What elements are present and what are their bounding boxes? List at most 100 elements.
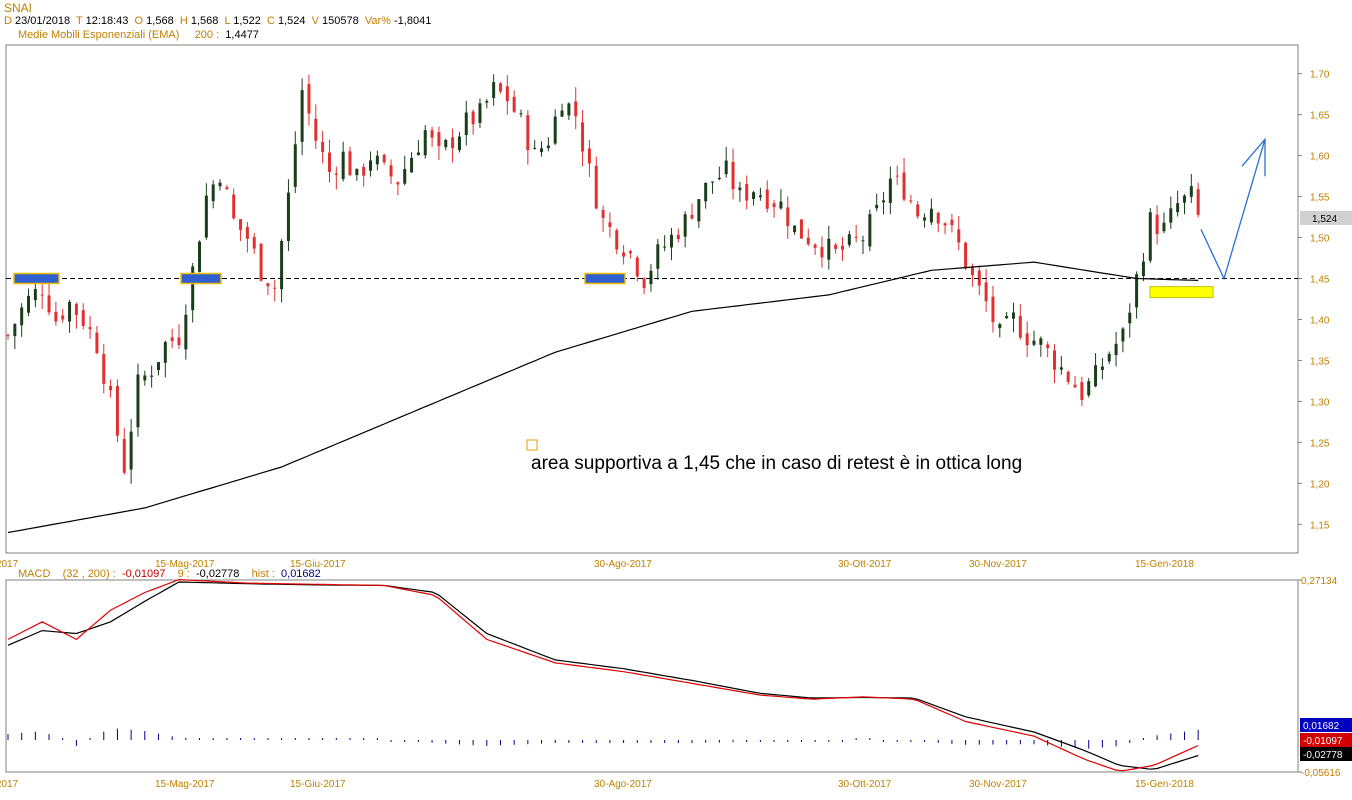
macd-value-badge <box>1300 733 1352 747</box>
candle-body <box>163 341 167 363</box>
candle-body <box>868 214 872 247</box>
candle-body <box>772 203 776 208</box>
candle-body <box>649 270 653 285</box>
candle-body <box>635 257 639 277</box>
candle-body <box>129 431 133 470</box>
candle-body <box>546 145 550 149</box>
candle-body <box>204 195 208 238</box>
candle-body <box>355 168 359 176</box>
candle-body <box>553 116 557 144</box>
candle-body <box>711 181 715 183</box>
candle-body <box>731 161 735 190</box>
price-x-tick-label: 30-Nov-2017 <box>969 559 1027 570</box>
candle-body <box>540 148 544 153</box>
candle-body <box>232 194 236 219</box>
price-y-tick-label: 1,55 <box>1310 193 1330 204</box>
candle-body <box>1189 186 1193 197</box>
price-y-tick-label: 1,20 <box>1310 479 1330 490</box>
candle-body <box>916 204 920 217</box>
candle-body <box>964 242 968 269</box>
candle-body <box>642 278 646 289</box>
candle-body <box>882 200 886 203</box>
candle-body <box>909 200 913 202</box>
candle-body <box>1094 365 1098 387</box>
annotation-text: area supportiva a 1,45 che in caso di re… <box>531 453 1022 474</box>
last-price-badge <box>1300 210 1352 225</box>
candle-body <box>799 219 803 239</box>
candle-body <box>519 113 523 115</box>
candle-body <box>923 217 927 221</box>
candle-body <box>334 173 338 175</box>
candle-body <box>362 166 366 176</box>
candle-body <box>1073 384 1077 388</box>
candle-body <box>245 226 249 239</box>
candle-body <box>622 252 626 257</box>
candle-body <box>676 234 680 240</box>
ema-200-line <box>7 261 1199 534</box>
support-zone-marker <box>180 272 222 285</box>
candle-body <box>478 103 482 123</box>
candle-body <box>1032 340 1036 345</box>
candle-body <box>389 165 393 177</box>
macd-legend: MACD (32 , 200) : -0,01097 9 : -0,02778 … <box>18 568 321 580</box>
candle-body <box>1107 353 1111 362</box>
candle-body <box>327 152 331 172</box>
candle-body <box>957 229 961 243</box>
candle-body <box>1169 208 1173 223</box>
candle-body <box>875 204 879 209</box>
candle-body <box>526 115 530 151</box>
candle-body <box>156 362 160 371</box>
candle-body <box>273 287 277 289</box>
candle-body <box>717 177 721 180</box>
candle-body <box>410 157 414 173</box>
candle-body <box>943 223 947 226</box>
candle-body <box>950 219 954 226</box>
macd-x-tick-label: 30-Ott-2017 <box>838 779 892 790</box>
support-zone-marker <box>584 272 626 285</box>
candle-body <box>888 178 892 203</box>
support-zone-marker <box>13 272 60 285</box>
candle-body <box>1182 195 1186 203</box>
price-y-tick-label: 1,15 <box>1310 520 1330 531</box>
candle-body <box>861 240 865 242</box>
macd-value-badge-label: 0,01682 <box>1303 721 1340 732</box>
candle-body <box>369 160 373 171</box>
candle-body <box>437 132 441 147</box>
candle-body <box>1176 203 1180 213</box>
macd-x-tick-label: 30-Ago-2017 <box>594 779 652 790</box>
candle-body <box>779 201 783 209</box>
candle-body <box>95 332 99 354</box>
price-y-tick-label: 1,65 <box>1310 111 1330 122</box>
forecast-arrow-head <box>1241 137 1266 177</box>
candle-body <box>745 183 749 201</box>
candle-body <box>20 307 24 326</box>
candle-body <box>341 151 345 180</box>
candle-body <box>984 282 988 302</box>
candle-body <box>396 182 400 185</box>
candle-body <box>1155 214 1159 235</box>
candle-body <box>840 245 844 250</box>
last-price-label: 1,524 <box>1312 214 1337 225</box>
candle-body <box>683 214 687 237</box>
candle-body <box>1148 212 1152 261</box>
price-x-tick-label: 15-Gen-2018 <box>1135 559 1194 570</box>
candle-body <box>977 270 981 286</box>
candle-body <box>738 187 742 191</box>
candle-body <box>704 182 708 202</box>
candle-body <box>663 246 667 248</box>
candle-body <box>444 139 448 148</box>
candle-body <box>27 295 31 313</box>
candle-body <box>601 209 605 218</box>
candle-body <box>669 234 673 248</box>
macd-y-tick-label: -0,05616 <box>1301 768 1341 779</box>
candle-body <box>902 172 906 200</box>
candle-body <box>485 100 489 103</box>
candle-body <box>40 294 44 296</box>
candle-body <box>1011 312 1015 319</box>
candle-body <box>109 386 113 391</box>
candle-body <box>998 324 1002 329</box>
macd-x-tick-label: 15-Gen-2018 <box>1135 779 1194 790</box>
macd-x-tick-label: 30-Nov-2017 <box>969 779 1027 790</box>
candle-body <box>765 189 769 209</box>
